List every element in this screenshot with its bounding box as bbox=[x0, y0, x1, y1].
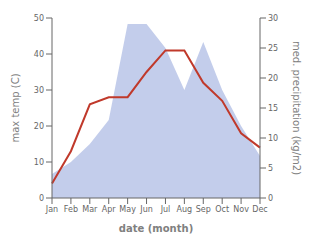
svg-text:date (month): date (month) bbox=[119, 223, 193, 234]
svg-text:Dec: Dec bbox=[252, 205, 267, 214]
svg-text:max temp (C): max temp (C) bbox=[10, 73, 21, 142]
svg-text:30: 30 bbox=[34, 86, 44, 95]
svg-text:Oct: Oct bbox=[215, 205, 229, 214]
svg-text:0: 0 bbox=[39, 194, 44, 203]
svg-text:10: 10 bbox=[34, 158, 44, 167]
svg-text:Jun: Jun bbox=[139, 205, 153, 214]
svg-text:50: 50 bbox=[34, 14, 44, 23]
svg-text:Nov: Nov bbox=[233, 205, 249, 214]
svg-text:Jul: Jul bbox=[160, 205, 171, 214]
svg-text:Sep: Sep bbox=[196, 205, 211, 214]
svg-text:10: 10 bbox=[268, 134, 278, 143]
svg-text:40: 40 bbox=[34, 50, 44, 59]
svg-text:20: 20 bbox=[34, 122, 44, 131]
svg-text:15: 15 bbox=[268, 104, 278, 113]
svg-text:May: May bbox=[119, 205, 136, 214]
svg-text:Mar: Mar bbox=[82, 205, 98, 214]
svg-text:med. precipitation (kg/m2): med. precipitation (kg/m2) bbox=[291, 41, 302, 175]
svg-text:30: 30 bbox=[268, 14, 278, 23]
svg-text:Feb: Feb bbox=[64, 205, 78, 214]
svg-text:0: 0 bbox=[268, 194, 273, 203]
svg-text:Apr: Apr bbox=[102, 205, 117, 214]
svg-text:Aug: Aug bbox=[177, 205, 193, 214]
svg-text:Jan: Jan bbox=[45, 205, 58, 214]
svg-text:20: 20 bbox=[268, 74, 278, 83]
svg-text:25: 25 bbox=[268, 44, 278, 53]
svg-text:5: 5 bbox=[268, 164, 273, 173]
